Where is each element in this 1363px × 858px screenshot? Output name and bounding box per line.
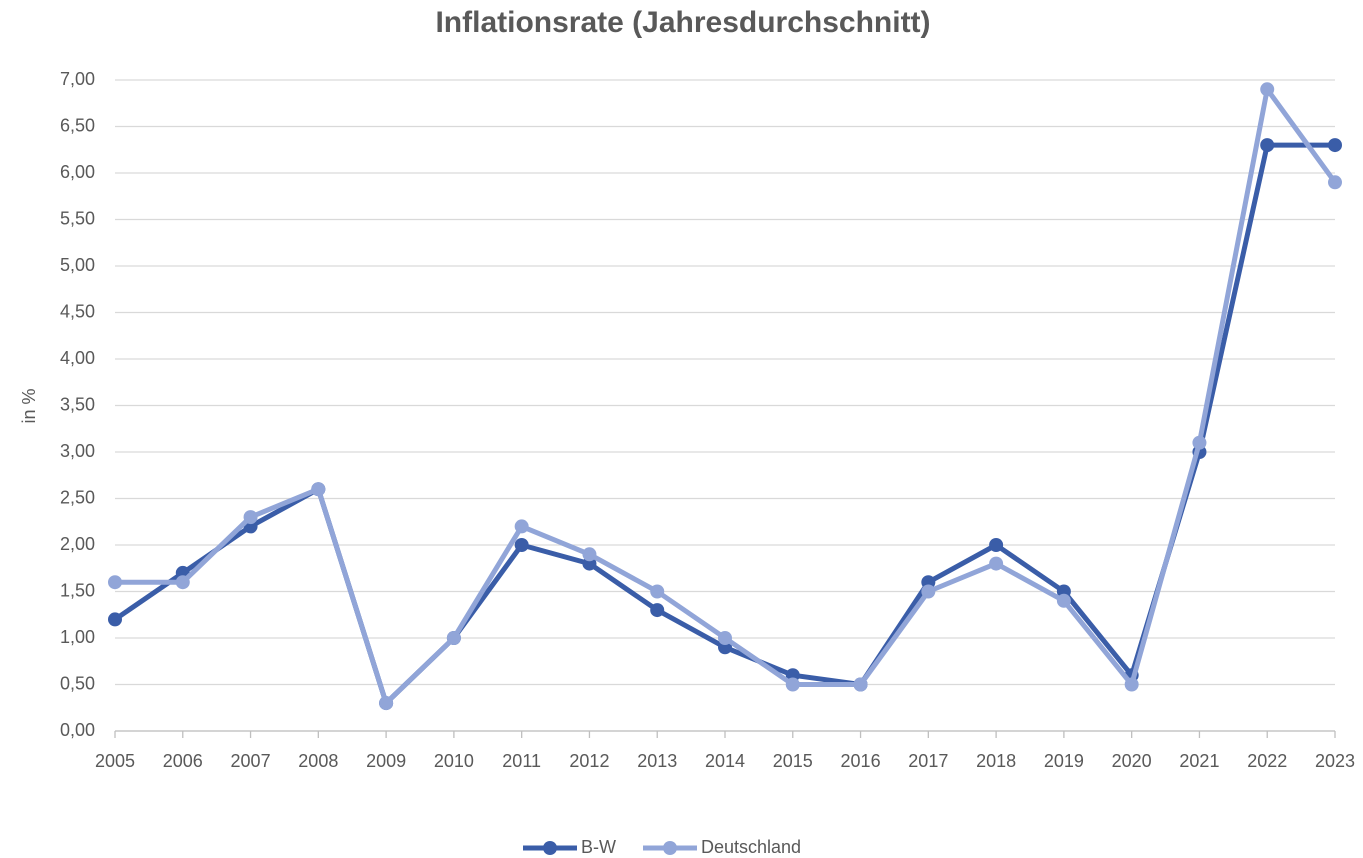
data-point [921, 584, 936, 599]
x-tick-label: 2005 [95, 751, 135, 771]
y-axis-label: in % [19, 388, 39, 423]
data-point [514, 519, 529, 534]
data-point [989, 538, 1004, 552]
data-point [650, 584, 665, 599]
data-point [311, 482, 326, 497]
legend-marker [663, 841, 677, 855]
data-point [718, 631, 732, 645]
y-tick-label: 0,50 [60, 673, 95, 693]
x-tick-label: 2011 [502, 751, 541, 771]
y-tick-label: 3,50 [60, 394, 95, 414]
series-line [115, 86, 1338, 706]
y-tick-label: 4,50 [60, 301, 95, 321]
data-point [514, 538, 529, 552]
data-point [650, 603, 665, 618]
legend-label: Deutschland [701, 837, 801, 857]
x-tick-label: 2006 [163, 751, 203, 771]
y-tick-label: 1,00 [60, 627, 95, 647]
data-point [243, 510, 258, 525]
legend-label: B-W [581, 837, 616, 857]
y-tick-label: 2,50 [60, 487, 95, 507]
x-tick-label: 2021 [1179, 751, 1219, 771]
y-tick-label: 2,00 [60, 534, 95, 554]
y-tick-label: 6,50 [60, 115, 95, 135]
x-tick-label: 2013 [637, 751, 677, 771]
y-tick-label: 5,00 [60, 255, 95, 275]
y-tick-label: 7,00 [60, 69, 95, 89]
x-tick-label: 2017 [908, 751, 948, 771]
data-point [1328, 175, 1342, 190]
data-point [108, 612, 122, 627]
data-point [1124, 677, 1139, 692]
y-tick-label: 3,00 [60, 441, 95, 461]
data-point [1192, 435, 1207, 450]
x-tick-label: 2020 [1112, 751, 1152, 771]
x-tick-label: 2022 [1247, 751, 1287, 771]
data-point [1260, 138, 1275, 153]
x-tick-label: 2019 [1044, 751, 1084, 771]
y-tick-label: 1,50 [60, 580, 95, 600]
chart-title: Inflationsrate (Jahresdurchschnitt) [435, 6, 930, 39]
y-tick-label: 0,00 [60, 720, 95, 740]
x-tick-label: 2008 [298, 751, 338, 771]
y-tick-label: 5,50 [60, 208, 95, 228]
data-point [1056, 593, 1071, 608]
data-point [582, 547, 597, 562]
data-point [175, 575, 190, 590]
x-tick-label: 2015 [773, 751, 813, 771]
y-tick-label: 6,00 [60, 162, 95, 182]
x-tick-label: 2014 [705, 751, 745, 771]
x-tick-label: 2012 [569, 751, 609, 771]
x-tick-label: 2009 [366, 751, 406, 771]
x-tick-label: 2010 [434, 751, 474, 771]
data-point [1260, 82, 1275, 97]
data-point [989, 556, 1004, 571]
data-point [853, 677, 868, 692]
x-tick-label: 2018 [976, 751, 1016, 771]
data-point [379, 696, 394, 711]
data-point [785, 677, 800, 692]
x-tick-label: 2007 [231, 751, 271, 771]
y-tick-label: 4,00 [60, 348, 95, 368]
data-point [1328, 138, 1342, 153]
x-tick-label: 2023 [1315, 751, 1355, 771]
legend-marker [543, 841, 557, 855]
data-point [108, 575, 122, 590]
x-tick-label: 2016 [841, 751, 881, 771]
data-point [446, 631, 461, 645]
